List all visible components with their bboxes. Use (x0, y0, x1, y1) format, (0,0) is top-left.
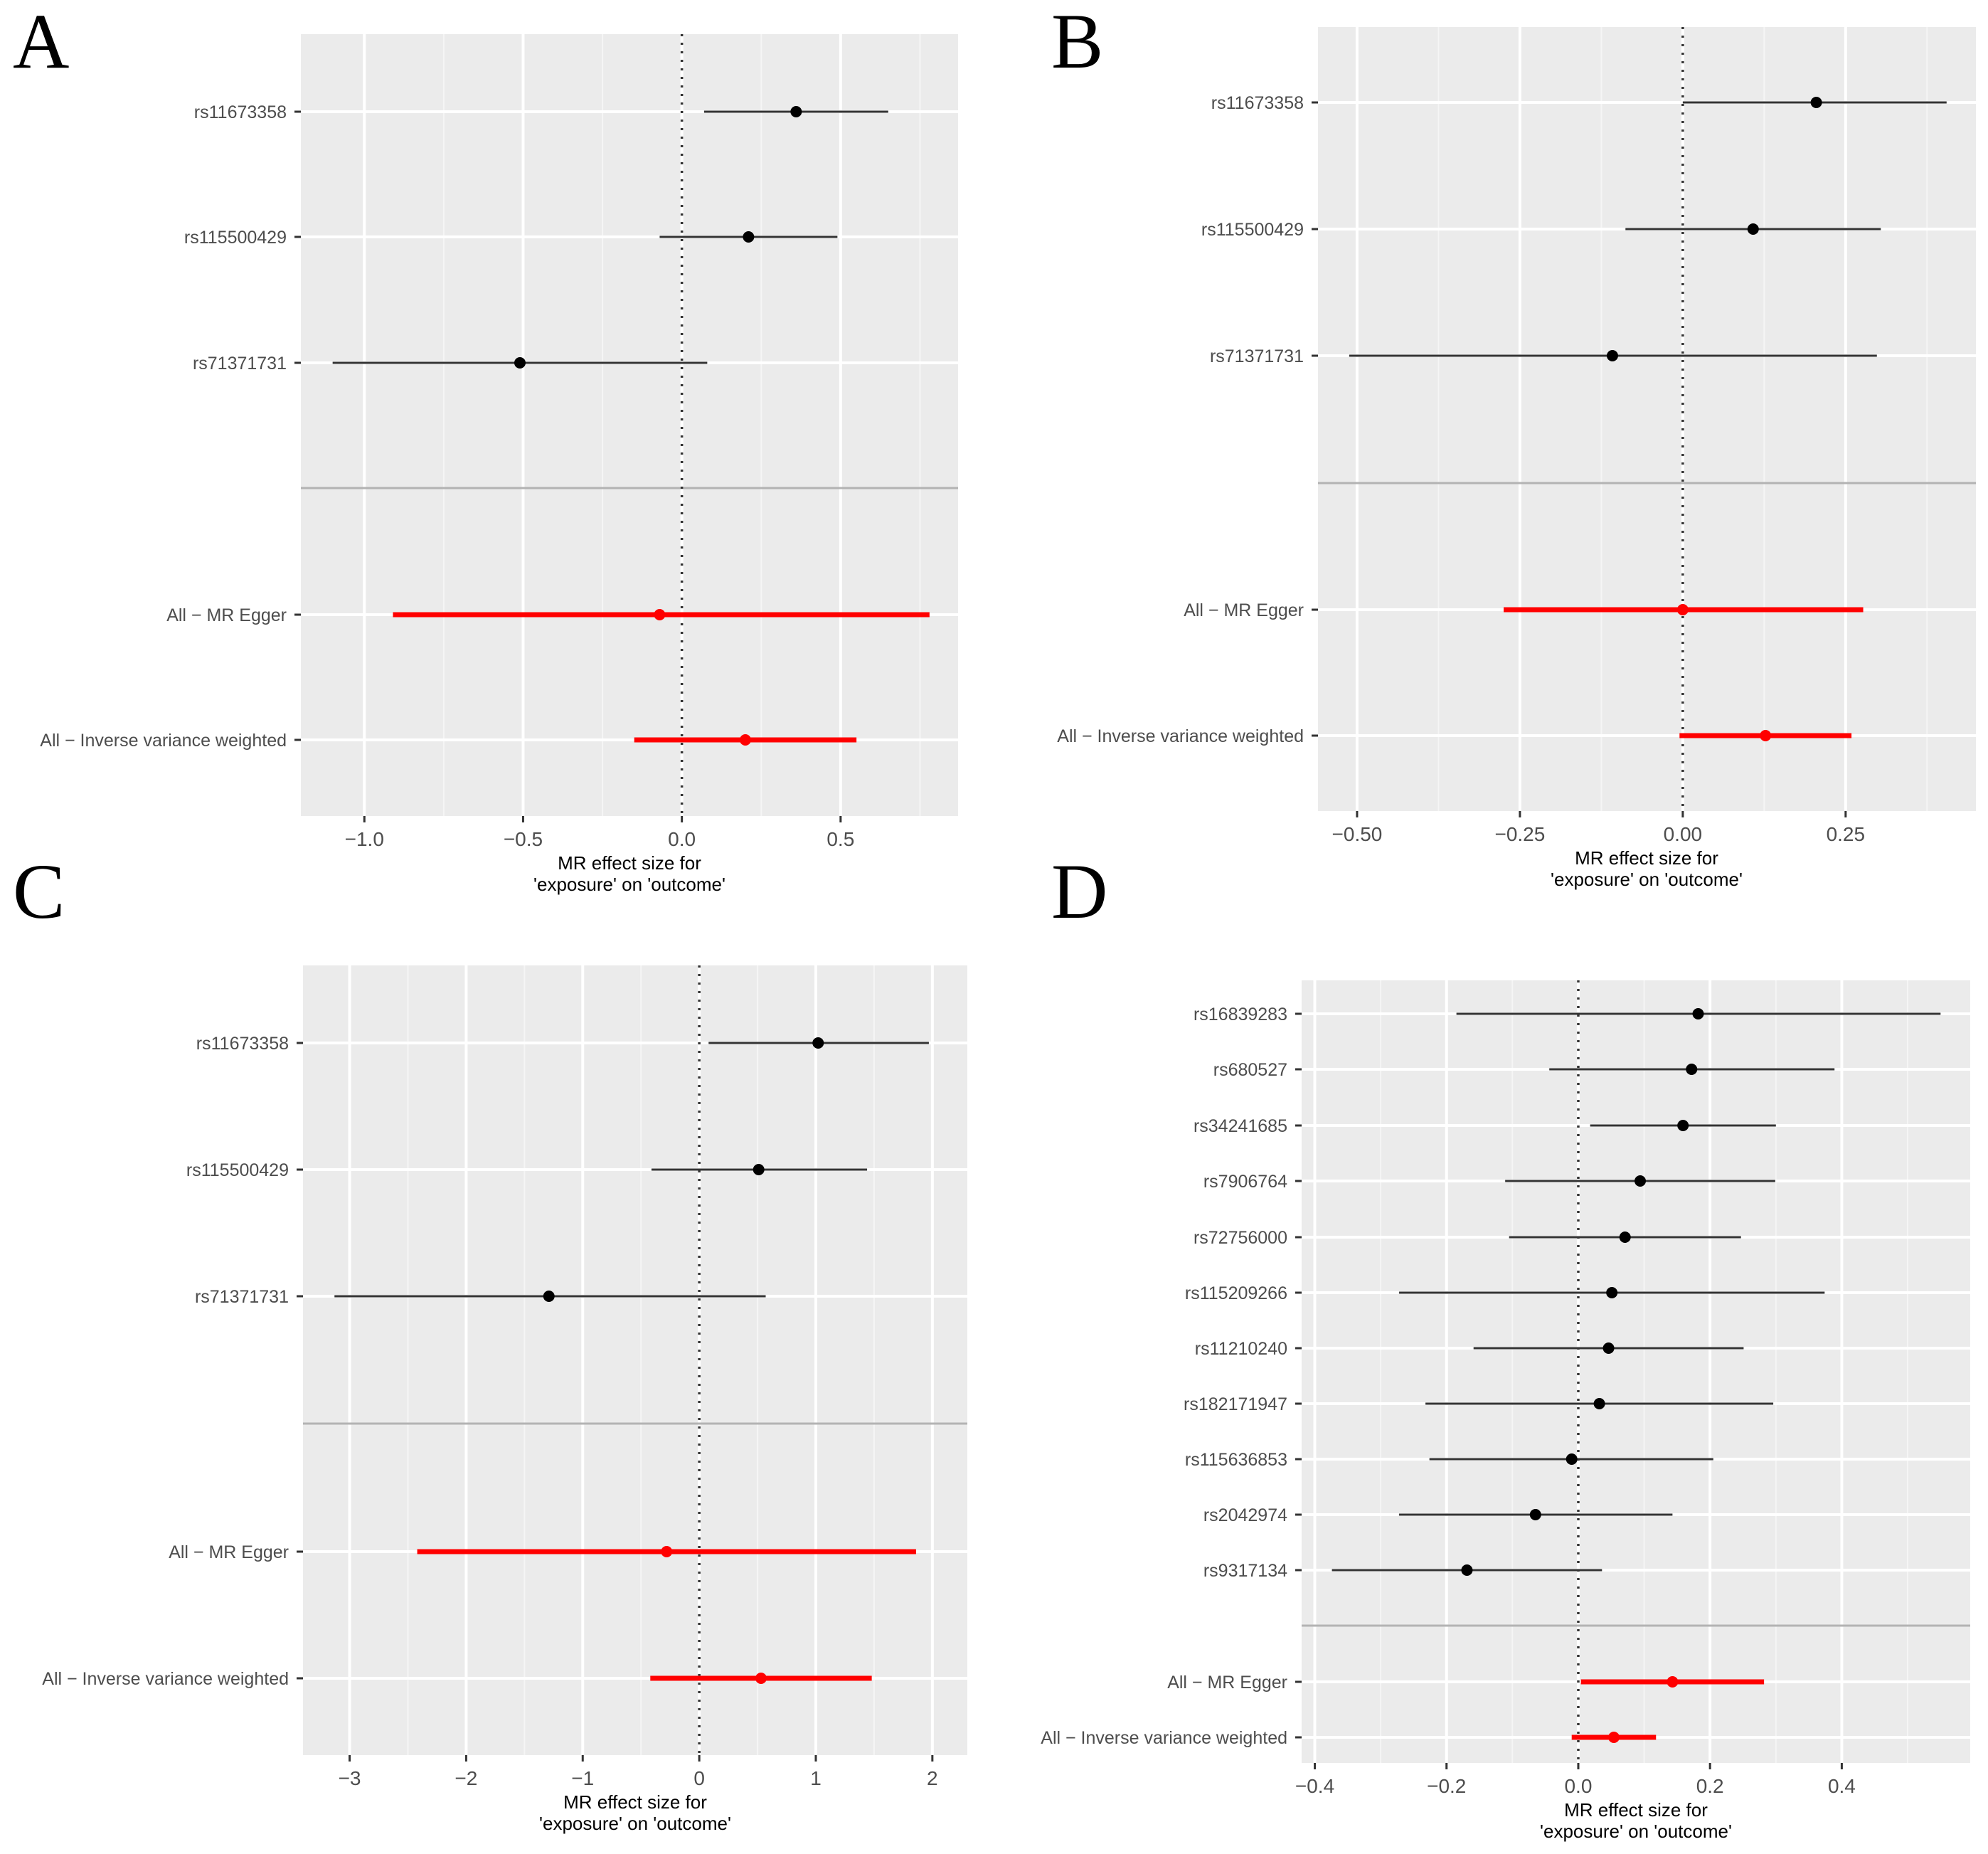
plot-background (1318, 27, 1976, 811)
x-axis-title-line2: 'exposure' on 'outcome' (1540, 1821, 1732, 1842)
snp-point (543, 1291, 555, 1302)
x-axis-title-line2: 'exposure' on 'outcome' (533, 874, 725, 895)
plot-background (301, 34, 958, 816)
summary-point (755, 1673, 767, 1684)
y-tick-label: rs9317134 (1203, 1561, 1287, 1581)
snp-point (514, 357, 526, 369)
x-tick-label: 0.0 (668, 828, 696, 850)
panel-letter-a: A (13, 0, 69, 85)
x-tick-label: −0.2 (1427, 1775, 1466, 1797)
snp-point (1461, 1564, 1473, 1576)
x-tick-label: −3 (339, 1767, 361, 1789)
x-tick-label: 0.4 (1828, 1775, 1856, 1797)
x-tick-label: 1 (810, 1767, 822, 1789)
y-tick-label: rs680527 (1213, 1060, 1287, 1080)
snp-point (1606, 1287, 1618, 1298)
snp-point (812, 1037, 824, 1049)
panel-letter-b: B (1051, 0, 1103, 85)
x-tick-label: −0.4 (1295, 1775, 1334, 1797)
summary-point (739, 734, 751, 746)
snp-point (1566, 1453, 1578, 1465)
y-tick-label: All − Inverse variance weighted (42, 1669, 289, 1689)
snp-point (1619, 1231, 1631, 1243)
snp-point (1602, 1342, 1615, 1354)
x-tick-label: 0.00 (1664, 823, 1703, 845)
x-tick-label: 0.2 (1696, 1775, 1724, 1797)
x-axis-title-line1: MR effect size for (1564, 1799, 1708, 1821)
y-tick-label: rs71371731 (1210, 346, 1304, 366)
panel-letter-d: D (1051, 848, 1107, 935)
y-tick-label: rs34241685 (1194, 1116, 1287, 1136)
x-tick-label: 0.0 (1564, 1775, 1592, 1797)
y-tick-label: rs16839283 (1194, 1005, 1287, 1024)
x-axis-title-line1: MR effect size for (1575, 847, 1718, 869)
x-tick-label: −2 (455, 1767, 477, 1789)
y-tick-label: All − Inverse variance weighted (1041, 1728, 1287, 1748)
summary-point (1760, 730, 1772, 741)
snp-point (790, 106, 802, 117)
snp-point (1747, 223, 1759, 235)
y-tick-label: All − MR Egger (1184, 600, 1304, 620)
snp-point (1686, 1064, 1698, 1075)
summary-point (1676, 604, 1689, 615)
snp-point (753, 1164, 765, 1175)
y-tick-label: All − MR Egger (166, 605, 287, 625)
y-tick-label: rs11673358 (196, 1034, 289, 1054)
x-axis-title-line1: MR effect size for (558, 852, 701, 874)
plot-background (303, 965, 967, 1755)
x-tick-label: −0.50 (1332, 823, 1383, 845)
x-axis-title-line2: 'exposure' on 'outcome' (539, 1813, 731, 1834)
y-tick-label: All − Inverse variance weighted (1057, 726, 1304, 746)
y-tick-label: rs2042974 (1203, 1505, 1287, 1525)
y-tick-label: rs115500429 (1201, 220, 1304, 240)
summary-point (654, 609, 666, 620)
snp-point (1677, 1120, 1689, 1131)
y-tick-label: rs7906764 (1203, 1172, 1287, 1192)
x-axis-title-line2: 'exposure' on 'outcome' (1551, 869, 1743, 890)
x-tick-label: 0.5 (826, 828, 854, 850)
y-tick-label: rs71371731 (193, 354, 287, 374)
snp-point (1606, 350, 1618, 361)
snp-point (1593, 1398, 1605, 1409)
y-tick-label: rs11673358 (194, 102, 287, 122)
y-tick-label: rs182171947 (1184, 1394, 1287, 1414)
x-tick-label: 0 (693, 1767, 705, 1789)
x-axis-title-line1: MR effect size for (563, 1791, 707, 1813)
plot-background (1302, 980, 1970, 1763)
y-tick-label: rs72756000 (1194, 1228, 1287, 1248)
summary-point (1667, 1676, 1679, 1688)
snp-point (1692, 1008, 1704, 1019)
x-tick-label: −1 (571, 1767, 594, 1789)
panel-letter-c: C (13, 848, 65, 935)
x-tick-label: −0.25 (1494, 823, 1545, 845)
y-tick-label: All − Inverse variance weighted (40, 731, 287, 751)
x-tick-label: 2 (927, 1767, 938, 1789)
y-tick-label: rs115636853 (1185, 1450, 1287, 1470)
snp-point (1529, 1509, 1541, 1520)
y-tick-label: rs115500429 (186, 1160, 289, 1180)
y-tick-label: rs11210240 (1195, 1339, 1287, 1359)
snp-point (1634, 1175, 1647, 1187)
summary-point (661, 1546, 673, 1557)
y-tick-label: All − MR Egger (1167, 1673, 1287, 1693)
x-tick-label: 0.25 (1827, 823, 1866, 845)
y-tick-label: rs11673358 (1211, 93, 1304, 113)
y-tick-label: rs115209266 (1185, 1283, 1287, 1303)
y-tick-label: rs71371731 (195, 1287, 289, 1307)
y-tick-label: rs115500429 (184, 228, 287, 248)
x-tick-label: −1.0 (345, 828, 384, 850)
snp-point (743, 231, 755, 243)
snp-point (1810, 97, 1822, 108)
summary-point (1607, 1732, 1620, 1743)
x-tick-label: −0.5 (504, 828, 543, 850)
y-tick-label: All − MR Egger (169, 1542, 289, 1562)
